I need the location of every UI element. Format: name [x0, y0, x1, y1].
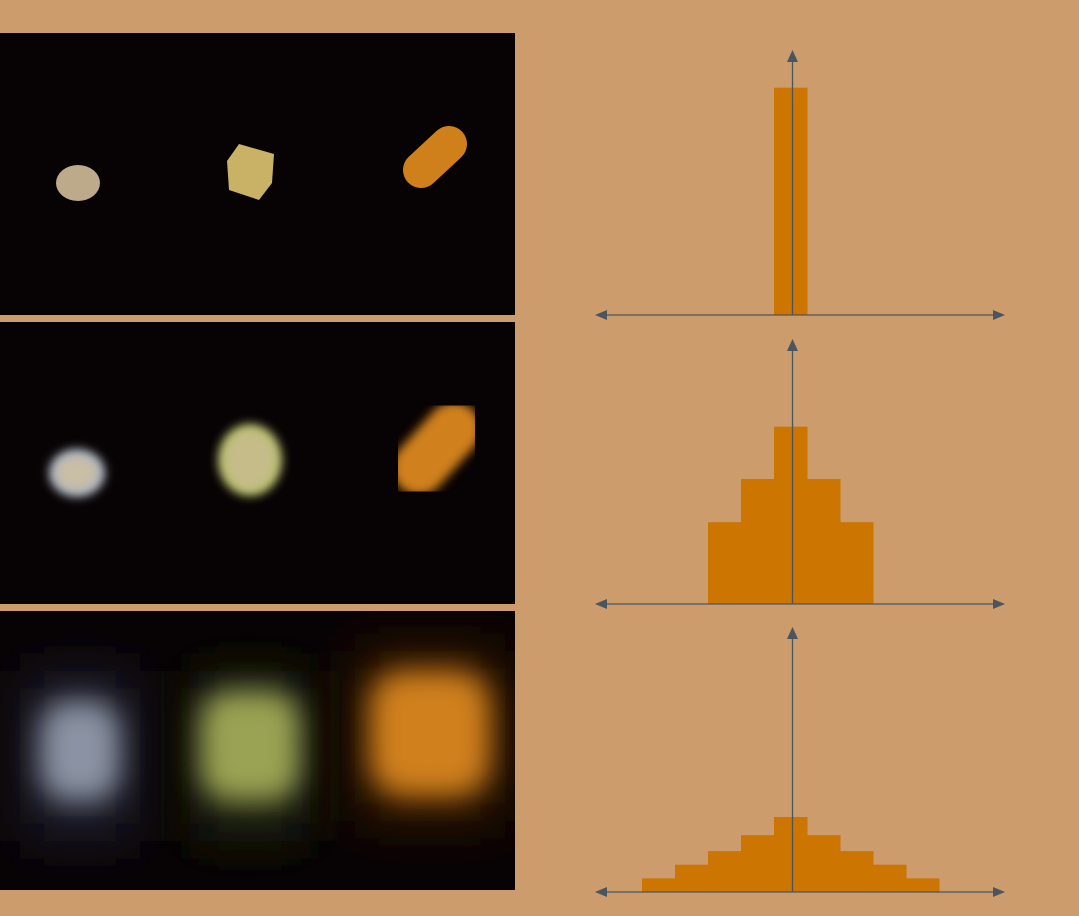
x-axis-right-arrow [993, 310, 1005, 320]
y-axis-arrow [787, 627, 798, 639]
hexagon-blob [200, 691, 300, 801]
capsule-blob [392, 402, 481, 495]
x-axis-left-arrow [595, 599, 607, 609]
image-panel-high-blur [0, 611, 515, 890]
capsule-blob [403, 126, 467, 188]
x-axis-left-arrow [595, 310, 607, 320]
kernel-bar [840, 522, 874, 604]
kernel-bar [774, 87, 808, 315]
kernel-bar [642, 878, 676, 892]
x-axis-right-arrow [993, 887, 1005, 897]
hexagon-blob-core [226, 432, 274, 488]
kernel-bar [840, 851, 874, 892]
kernel-plot-1 [590, 40, 1010, 325]
y-axis-arrow [787, 50, 798, 62]
capsule-blob [370, 671, 490, 796]
image-panel-sharp [0, 33, 515, 315]
kernel-bar [708, 851, 742, 892]
kernel-bar [807, 835, 841, 892]
kernel-bar [774, 426, 808, 604]
hexagon-blob [227, 144, 274, 200]
high-blur-shapes [20, 651, 505, 841]
kernel-plot-3 [590, 617, 1010, 902]
medium-blur-shapes [49, 402, 481, 497]
kernel-bar [675, 864, 709, 892]
kernel-chart-1 [595, 50, 1005, 320]
kernel-chart-3 [595, 627, 1005, 897]
kernel-bar [741, 479, 775, 604]
sharp-shapes [56, 126, 467, 201]
ellipse-blob [40, 701, 120, 801]
kernel-bar [708, 522, 742, 604]
y-axis-arrow [787, 339, 798, 351]
kernel-bar [741, 835, 775, 892]
image-panel-medium-blur [0, 322, 515, 604]
kernel-plot-2 [590, 329, 1010, 614]
x-axis-right-arrow [993, 599, 1005, 609]
ellipse-blob [56, 165, 100, 201]
kernel-bar [906, 878, 940, 892]
kernel-bar [807, 479, 841, 604]
kernel-bar [774, 817, 808, 892]
kernel-bar [873, 864, 907, 892]
ellipse-blob-core [56, 456, 98, 490]
kernel-chart-2 [595, 339, 1005, 609]
x-axis-left-arrow [595, 887, 607, 897]
